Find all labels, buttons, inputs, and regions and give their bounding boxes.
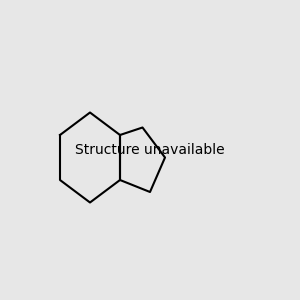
Text: Structure unavailable: Structure unavailable bbox=[75, 143, 225, 157]
